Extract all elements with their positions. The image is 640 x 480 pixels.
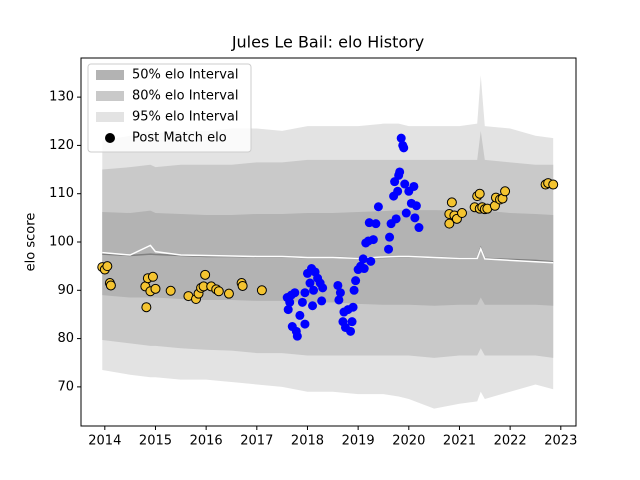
elo-point [414,223,424,233]
elo-point [446,197,457,208]
elo-point [410,213,420,223]
elo-point [384,244,394,254]
elo-point [457,208,468,219]
elo-point [411,201,421,211]
x-tick-label: 2023 [544,434,577,449]
x-tick-label: 2017 [240,434,273,449]
elo-point [285,297,295,307]
elo-point [334,295,344,305]
legend-swatch [96,70,124,80]
elo-point [548,179,559,190]
x-tick-label: 2022 [494,434,527,449]
elo-point [371,219,381,229]
plot-area [97,75,559,409]
y-tick-label: 100 [49,235,74,250]
elo-point [102,261,113,272]
x-tick-label: 2020 [392,434,425,449]
elo-point [213,286,224,297]
elo-point [395,167,405,177]
interval-band [102,195,554,306]
elo-point [401,208,411,218]
elo-point [150,283,161,294]
x-tick-label: 2014 [88,434,121,449]
legend-swatch [96,91,124,101]
x-tick-label: 2015 [139,434,172,449]
elo-point [295,310,305,320]
elo-point [358,254,368,264]
legend-label: 80% elo Interval [132,89,239,104]
elo-point [396,133,406,143]
elo-point [290,288,300,298]
elo-point [393,186,403,196]
elo-point [368,235,378,245]
elo-point [385,232,395,242]
elo-point [335,288,345,298]
elo-point [400,179,410,189]
elo-point [349,285,359,295]
elo-point [474,188,485,199]
elo-point [346,326,356,336]
elo-point [318,283,328,293]
x-tick-label: 2019 [342,434,375,449]
elo-point [500,186,511,197]
y-tick-label: 70 [57,379,74,394]
elo-point [348,302,358,312]
y-tick-label: 120 [49,138,74,153]
elo-point [300,319,310,329]
elo-point [105,280,116,291]
legend-box [87,63,252,153]
y-tick-label: 130 [49,90,74,105]
elo-point [366,256,376,266]
elo-point [317,296,327,306]
legend: 50% elo Interval 80% elo Interval 95% elo … [87,63,252,153]
x-tick-label: 2021 [443,434,476,449]
elo-point [223,288,234,299]
elo-point [309,285,319,295]
elo-point [391,214,401,224]
elo-point [165,285,176,296]
elo-point [256,285,267,296]
legend-label: Post Match elo [132,131,227,146]
elo-point [300,288,310,298]
elo-point [359,264,369,274]
elo-point [373,202,383,212]
legend-label: 50% elo Interval [132,68,239,83]
elo-point [444,218,455,229]
x-tick-label: 2016 [190,434,223,449]
elo-point [237,280,248,291]
y-tick-label: 80 [57,331,74,346]
elo-point [347,317,357,327]
legend-label: 95% elo Interval [132,110,239,125]
chart-title: Jules Le Bail: elo History [231,33,424,52]
elo-point [333,280,343,290]
elo-point [141,302,152,313]
elo-point [292,331,302,341]
elo-line [102,244,554,264]
x-tick-label: 2018 [291,434,324,449]
elo-point [297,297,307,307]
elo-point [351,276,361,286]
elo-point [200,269,211,280]
elo-point [283,305,293,315]
y-tick-label: 90 [57,283,74,298]
elo-point [399,143,409,153]
legend-marker [105,133,115,143]
y-axis-label: elo score [24,213,39,272]
elo-point [308,301,318,311]
legend-swatch [96,112,124,122]
elo-point [305,278,315,288]
elo-point [147,271,158,282]
elo-point [409,181,419,191]
y-tick-label: 110 [49,186,74,201]
elo-point [364,218,374,228]
